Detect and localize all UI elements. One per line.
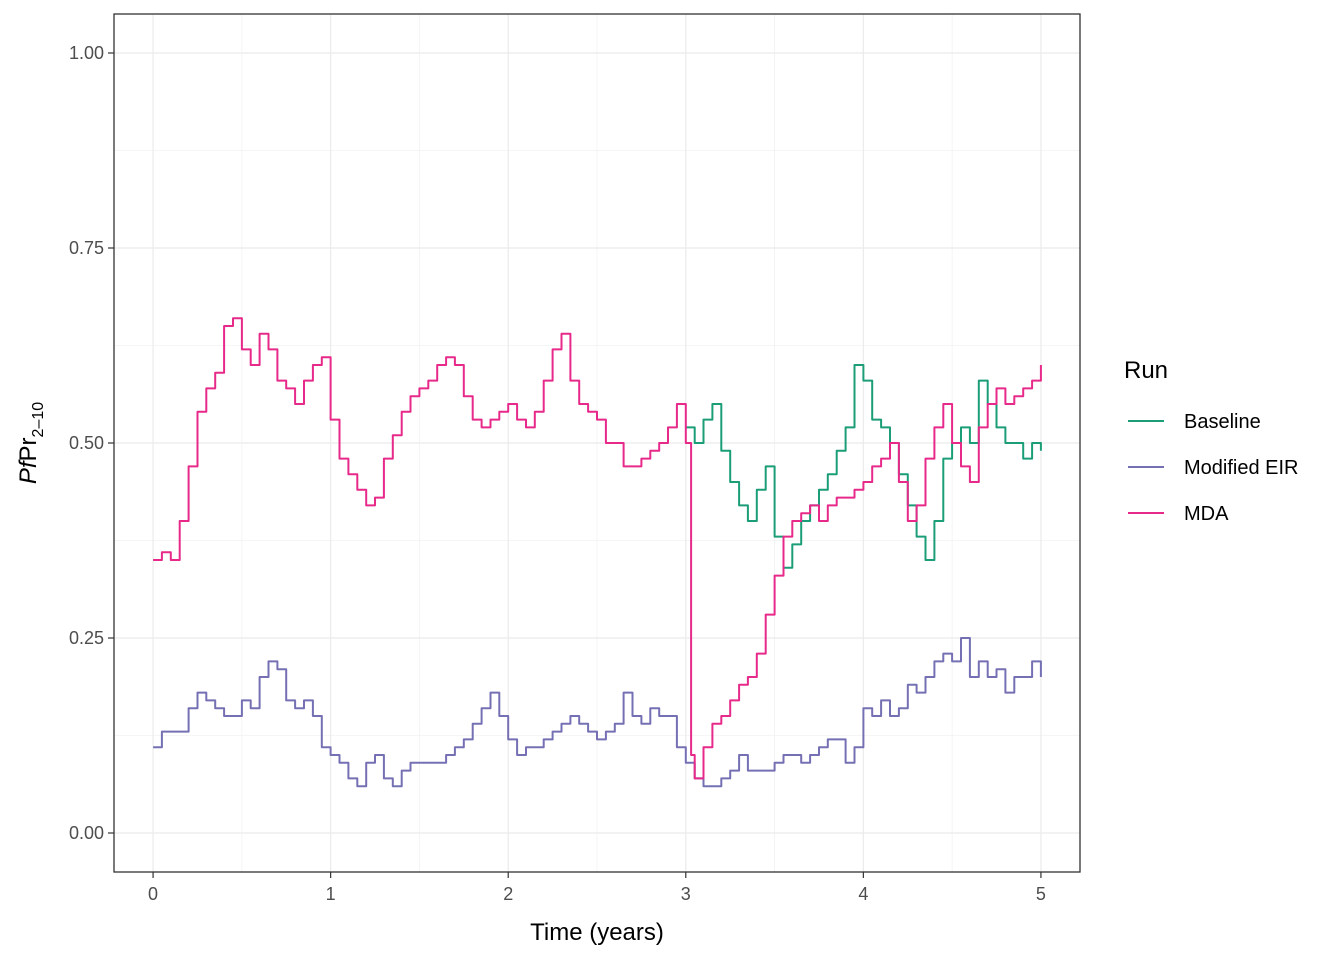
y-axis-title-subscript: 2–10 xyxy=(30,402,47,438)
y-tick-label: 0.25 xyxy=(69,628,104,648)
x-tick-label: 4 xyxy=(858,884,868,904)
legend-label-mda: MDA xyxy=(1184,503,1229,525)
legend-label-modified-eir: Modified EIR xyxy=(1184,457,1299,479)
y-axis-title: PfPr2–10 xyxy=(15,402,47,484)
legend-items: Baseline Modified EIR MDA xyxy=(1128,411,1299,525)
y-axis-title-main: Pr xyxy=(15,437,42,461)
legend-title: Run xyxy=(1124,357,1168,384)
x-tick-label: 0 xyxy=(148,884,158,904)
x-tick-label: 2 xyxy=(503,884,513,904)
series-line-baseline xyxy=(685,364,1042,569)
y-tick-label: 0.50 xyxy=(69,433,104,453)
x-tick-label: 1 xyxy=(326,884,336,904)
x-tick-label: 3 xyxy=(681,884,691,904)
legend: Run Baseline Modified EIR MDA xyxy=(1124,357,1299,525)
series-layer xyxy=(153,317,1042,788)
y-axis-title-italic: Pf xyxy=(15,459,42,484)
axis-ticks xyxy=(108,52,1042,878)
x-axis-title: Time (years) xyxy=(530,919,664,946)
legend-label-baseline: Baseline xyxy=(1184,411,1261,433)
y-tick-label: 1.00 xyxy=(69,43,104,63)
y-tick-label: 0.00 xyxy=(69,823,104,843)
series-line-modified-eir xyxy=(153,637,1042,788)
series-line-mda xyxy=(153,317,1042,780)
axis-tick-labels: 0 1 2 3 4 5 0.00 0.25 0.50 0.75 1.00 xyxy=(69,43,1046,904)
y-tick-label: 0.75 xyxy=(69,238,104,258)
x-tick-label: 5 xyxy=(1036,884,1046,904)
